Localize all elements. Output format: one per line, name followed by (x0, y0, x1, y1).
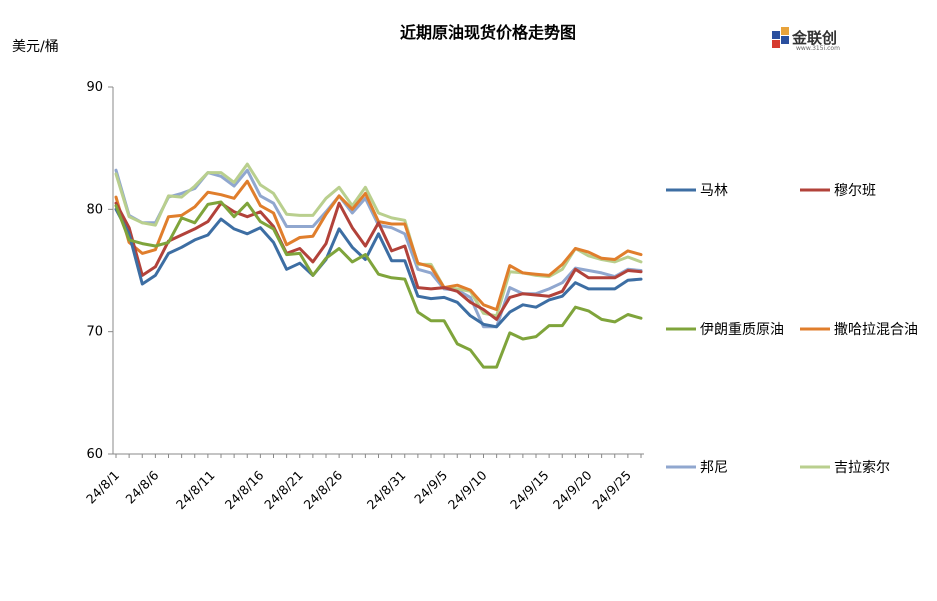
y-tick-label: 90 (86, 80, 103, 95)
legend-item-1: 穆尔班 (800, 183, 876, 199)
y-axis-label: 美元/桶 (12, 39, 59, 55)
series-line-0 (114, 207, 643, 329)
x-tick-label: 24/9/15 (507, 468, 552, 513)
legend-item-5: 吉拉索尔 (800, 459, 890, 476)
y-tick-label: 70 (86, 325, 103, 340)
x-tick-label: 24/8/1 (83, 468, 122, 507)
legend-item-4: 邦尼 (666, 460, 728, 476)
series-line-1 (114, 201, 643, 321)
legend-label: 吉拉索尔 (834, 459, 890, 476)
x-tick-label: 24/8/26 (301, 467, 346, 512)
logo: 金联创 www.315i.com (772, 27, 840, 52)
series-lines (114, 162, 643, 369)
legend-item-2: 伊朗重质原油 (666, 322, 784, 338)
x-tick-label: 24/9/10 (445, 467, 490, 512)
x-tick-label: 24/9/20 (550, 467, 595, 512)
x-tick-label: 24/8/21 (261, 468, 306, 513)
y-tick-label: 60 (86, 447, 103, 462)
series-line-4 (114, 168, 643, 329)
series-line-5 (114, 162, 643, 318)
legend-label: 撒哈拉混合油 (834, 322, 918, 338)
legend-label: 马林 (700, 183, 728, 199)
legend-label: 伊朗重质原油 (700, 322, 784, 338)
legend-label: 穆尔班 (834, 183, 876, 199)
legend-item-3: 撒哈拉混合油 (800, 322, 918, 338)
x-tick-label: 24/8/16 (222, 467, 267, 512)
legend-label: 邦尼 (700, 460, 728, 476)
logo-icon (772, 27, 789, 48)
chart-title: 近期原油现货价格走势图 (400, 23, 576, 42)
y-tick-label: 80 (86, 202, 103, 217)
series-line-2 (114, 200, 643, 369)
x-tick-label: 24/9/5 (411, 468, 450, 507)
x-tick-label: 24/9/25 (589, 468, 634, 513)
logo-url: www.315i.com (796, 45, 840, 52)
x-tick-label: 24/8/31 (364, 468, 409, 513)
legend-item-0: 马林 (666, 183, 728, 199)
x-tick-label: 24/8/11 (173, 468, 218, 513)
logo-name: 金联创 (791, 29, 837, 47)
x-tick-label: 24/8/6 (122, 467, 161, 506)
